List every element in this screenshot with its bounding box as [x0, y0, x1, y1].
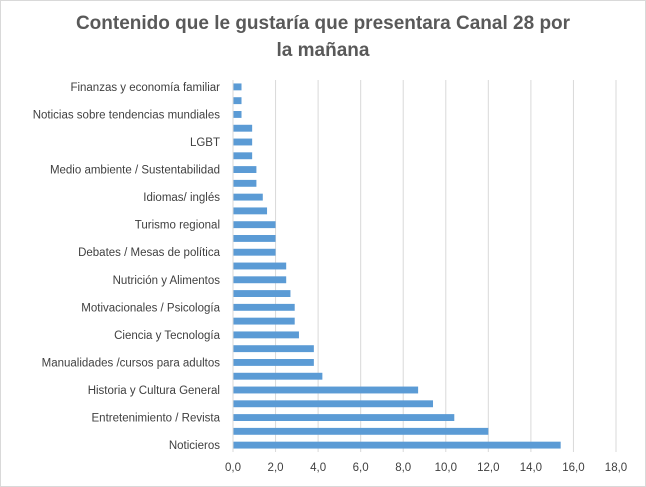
- x-axis-tick-labels: 0,0 2,0 4,0 6,0 8,0 10,0 12,0 14,0 16,0 18,0: [225, 462, 627, 474]
- category-label-2: Entretenimiento / Revista: [92, 413, 221, 425]
- bar-10: [233, 303, 295, 311]
- bar-12: [233, 276, 287, 284]
- category-label-18: Idiomas/ inglés: [143, 192, 220, 204]
- x-tick-label-5: 10,0: [435, 462, 457, 474]
- bar-8: [233, 331, 299, 339]
- category-label-0: Noticieros: [169, 440, 220, 452]
- bar-9: [233, 317, 295, 325]
- bar-16: [233, 221, 276, 229]
- x-tick-label-0: 0,0: [225, 462, 241, 474]
- bar-0: [233, 441, 561, 449]
- x-tick-label-9: 18,0: [605, 462, 627, 474]
- x-tick-label-6: 12,0: [477, 462, 499, 474]
- category-label-6: Manualidades /cursos para adultos: [42, 357, 221, 369]
- bar-17: [233, 207, 268, 215]
- bar-22: [233, 138, 253, 146]
- x-tick-label-2: 4,0: [310, 462, 326, 474]
- category-label-12: Nutrición y Alimentos: [113, 275, 221, 287]
- bar-21: [233, 152, 253, 160]
- bar-19: [233, 179, 257, 187]
- category-label-24: Noticias sobre tendencias mundiales: [33, 109, 221, 121]
- bar-5: [233, 372, 323, 380]
- bar-18: [233, 193, 263, 201]
- bar-20: [233, 166, 257, 173]
- category-label-20: Medio ambiente / Sustentabilidad: [50, 165, 220, 177]
- bar-11: [233, 290, 291, 297]
- category-label-10: Motivacionales / Psicología: [81, 302, 220, 314]
- chart-title-line-2: la mañana: [276, 40, 370, 61]
- bar-4: [233, 386, 419, 394]
- chart-title: Contenido que le gustaría que presentara…: [0, 10, 646, 64]
- bar-13: [233, 262, 287, 270]
- category-label-14: Debates / Mesas de política: [78, 247, 221, 259]
- bar-14: [233, 248, 276, 256]
- category-label-22: LGBT: [190, 137, 220, 149]
- x-tick-label-3: 6,0: [353, 462, 369, 474]
- x-tick-label-1: 2,0: [268, 462, 284, 474]
- category-label-4: Historia y Cultura General: [88, 385, 220, 397]
- bar-15: [233, 235, 276, 242]
- bar-23: [233, 124, 253, 132]
- category-label-16: Turismo regional: [135, 220, 220, 232]
- category-label-26: Finanzas y economía familiar: [70, 82, 220, 94]
- chart-title-line-1: Contenido que le gustaría que presentara…: [75, 13, 571, 34]
- x-tick-label-4: 8,0: [395, 462, 411, 474]
- bars: [233, 83, 561, 449]
- category-labels: Noticieros Entretenimiento / Revista Histo…: [33, 82, 221, 452]
- bar-2: [233, 414, 455, 421]
- bar-25: [233, 97, 242, 105]
- gridlines: [275, 80, 617, 452]
- bar-26: [233, 83, 242, 91]
- bar-7: [233, 345, 314, 353]
- bar-1: [233, 427, 489, 435]
- bar-6: [233, 359, 314, 366]
- bar-3: [233, 400, 434, 408]
- category-label-8: Ciencia y Tecnología: [114, 330, 221, 342]
- x-tick-label-8: 16,0: [562, 462, 584, 474]
- x-tick-label-7: 14,0: [520, 462, 542, 474]
- bar-24: [233, 111, 242, 118]
